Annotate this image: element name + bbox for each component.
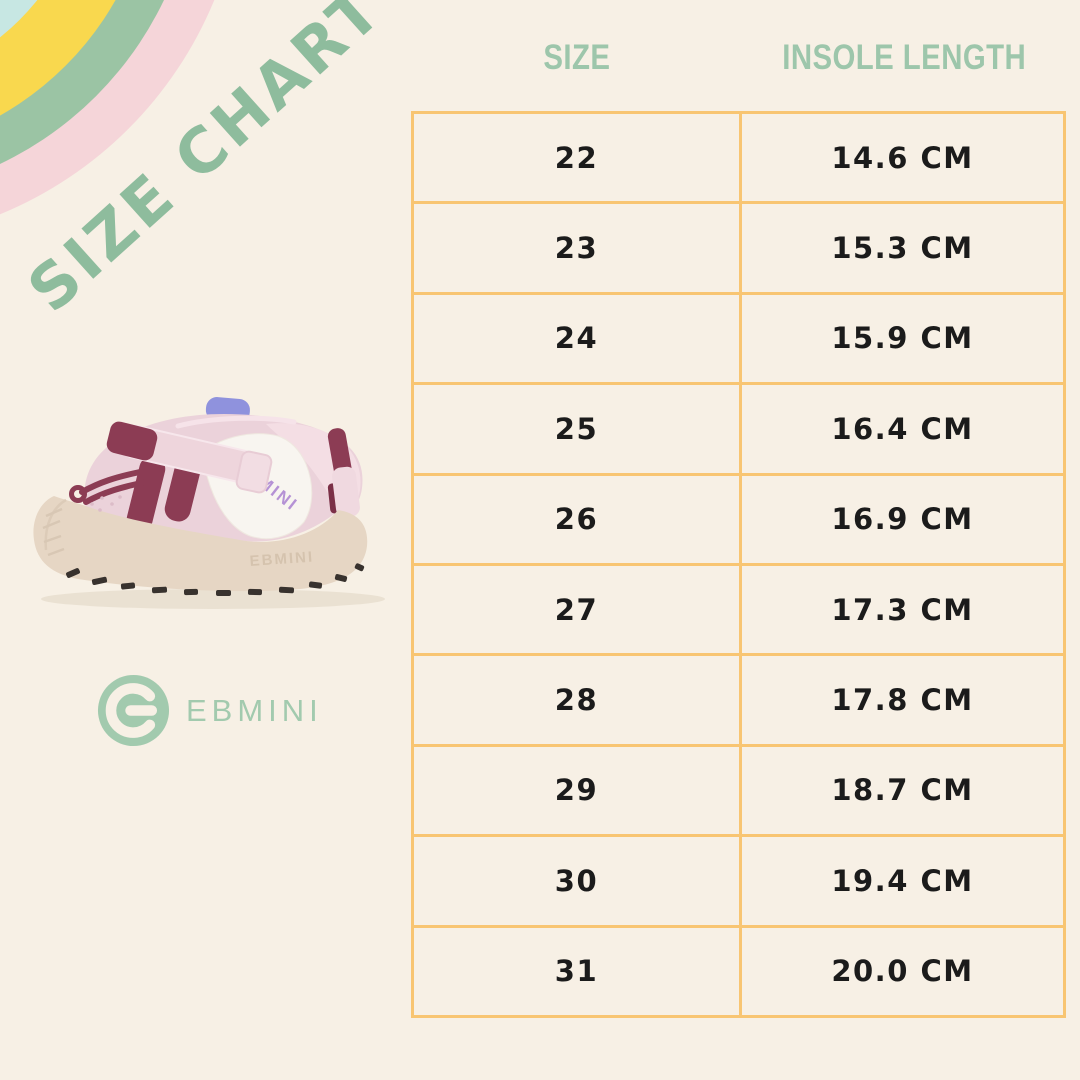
strap-keeper (235, 450, 273, 494)
velcro-strap-end (106, 421, 158, 461)
brand-logo: EBMINI (97, 673, 323, 747)
insole-cell: 17.8 CM (741, 656, 1063, 744)
table-row: 22 14.6 CM (414, 114, 1063, 202)
table-row: 24 15.9 CM (414, 294, 1063, 383)
rainbow-icon (0, 0, 215, 215)
size-cell: 22 (414, 114, 739, 202)
table-row: 23 15.3 CM (414, 204, 1063, 292)
insole-cell: 18.7 CM (741, 746, 1063, 835)
size-cell: 25 (414, 385, 739, 473)
insole-cell: 17.3 CM (741, 566, 1063, 654)
size-cell: 23 (414, 204, 739, 292)
size-table: 22 14.6 CM 23 15.3 CM 24 15.9 CM 25 16.4… (411, 111, 1066, 1018)
table-row: 31 20.0 CM (414, 927, 1063, 1015)
brand-name: EBMINI (186, 693, 323, 728)
table-row: 30 19.4 CM (414, 837, 1063, 925)
table-row: 27 17.3 CM (414, 566, 1063, 654)
size-cell: 27 (414, 566, 739, 654)
shoe-sole-brand-text: EBMINI (249, 549, 315, 570)
insole-cell: 15.3 CM (741, 204, 1063, 292)
table-row: 25 16.4 CM (414, 385, 1063, 473)
insole-cell: 19.4 CM (741, 837, 1063, 925)
size-cell: 26 (414, 475, 739, 563)
sole-tread (66, 563, 365, 596)
size-cell: 30 (414, 837, 739, 925)
insole-cell: 15.9 CM (741, 294, 1063, 383)
baby-sneaker-image: EBMINI EBMINI (33, 397, 385, 609)
insole-cell: 16.4 CM (741, 385, 1063, 473)
front-strap (126, 456, 166, 532)
size-cell: 31 (414, 927, 739, 1015)
product-photo: EBMINI EBMINI (28, 392, 393, 622)
ebmini-logo-icon (97, 674, 170, 746)
insole-cell: 16.9 CM (741, 475, 1063, 563)
table-row: 28 17.8 CM (414, 656, 1063, 744)
shoe-shadow (41, 589, 385, 609)
size-cell: 24 (414, 294, 739, 383)
column-header-insole-length: INSOLE LENGTH (782, 38, 1026, 77)
toe-perforations (90, 495, 122, 512)
insole-cell: 14.6 CM (741, 114, 1063, 202)
table-row: 26 16.9 CM (414, 475, 1063, 563)
size-cell: 29 (414, 746, 739, 835)
table-row: 29 18.7 CM (414, 746, 1063, 835)
heel-strap (332, 466, 360, 518)
size-cell: 28 (414, 656, 739, 744)
insole-cell: 20.0 CM (741, 927, 1063, 1015)
column-header-size: SIZE (542, 38, 611, 77)
shoe-sole (33, 496, 368, 592)
